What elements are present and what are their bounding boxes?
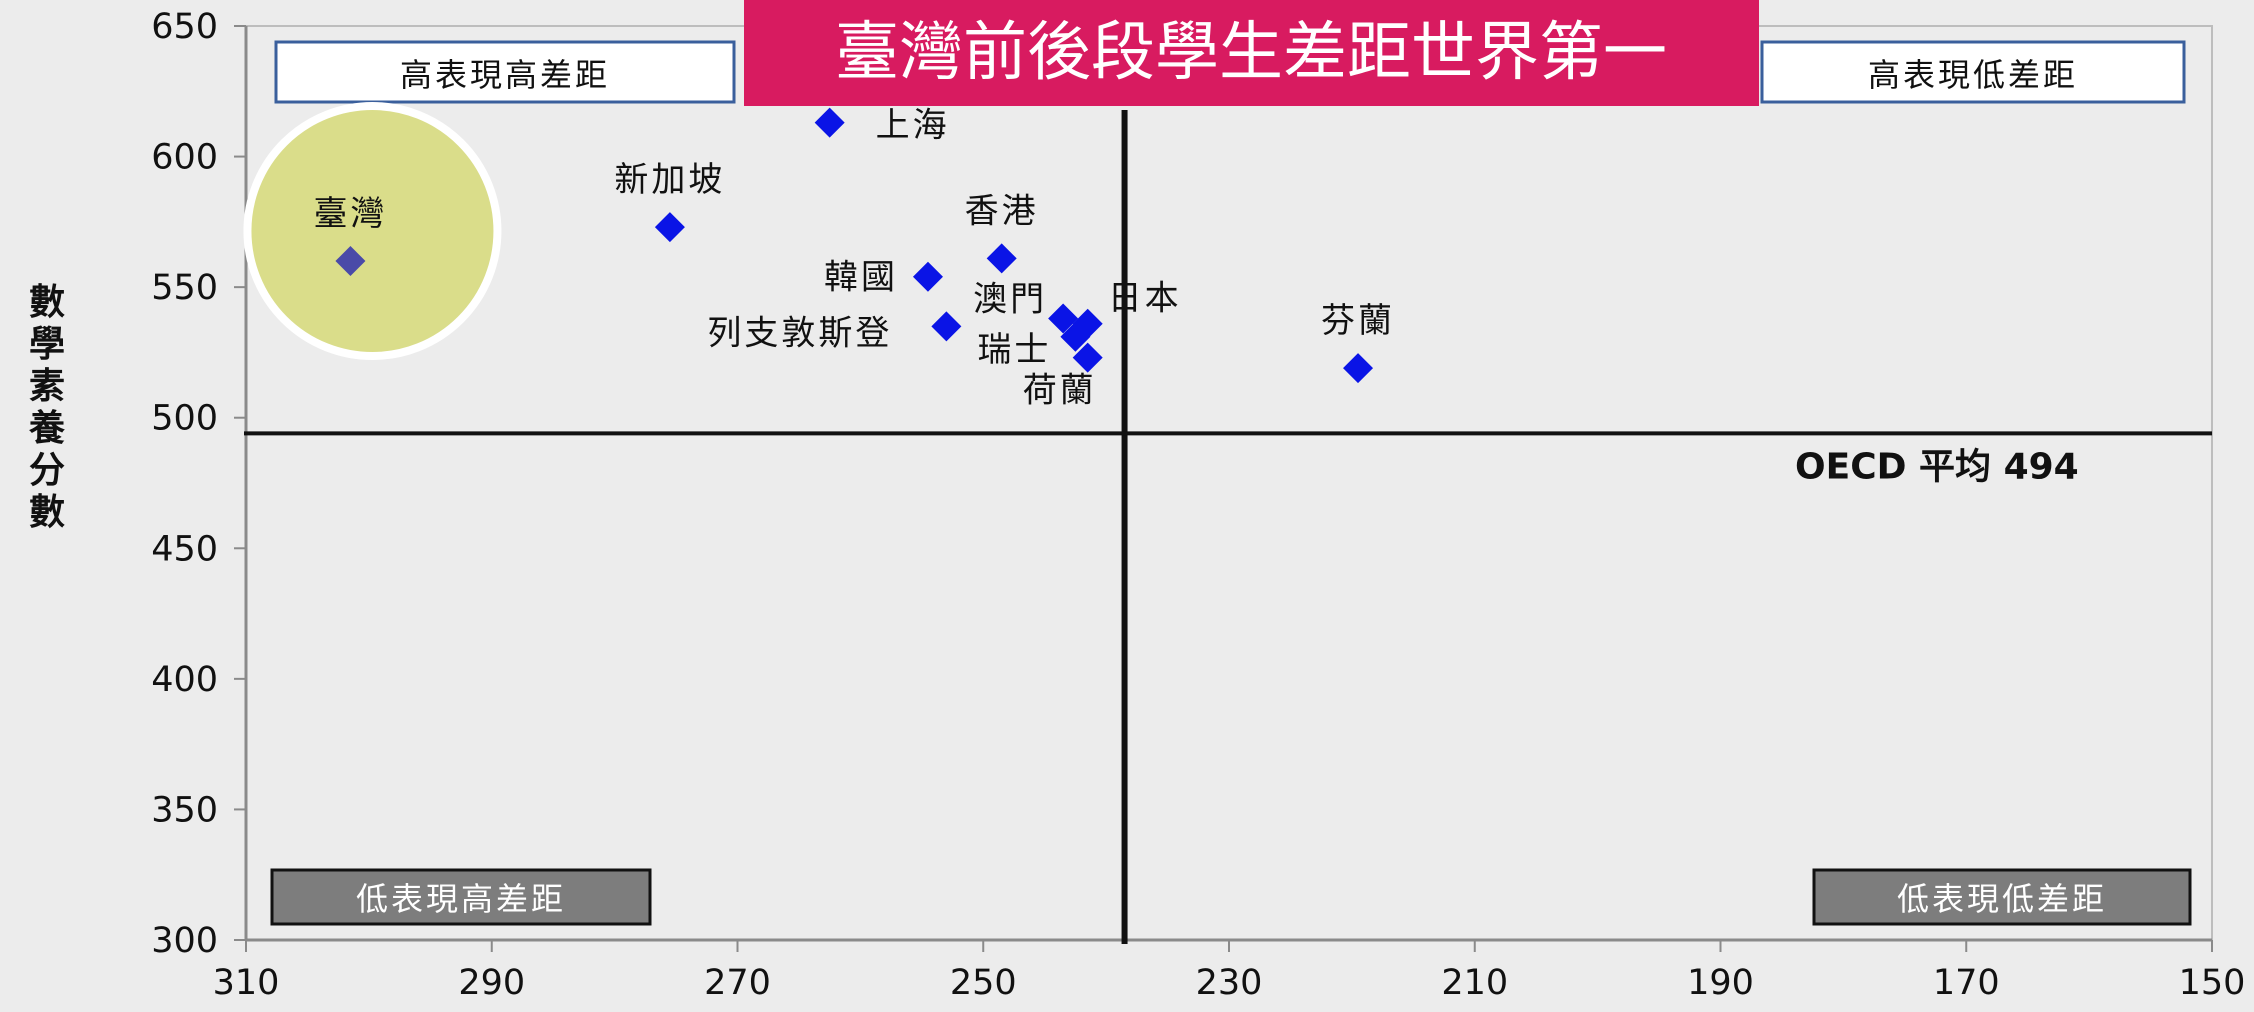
quadrant-box-bottom-left bbox=[270, 868, 652, 926]
quadrant-box-top-right bbox=[1760, 40, 2186, 104]
x-tick-label: 150 bbox=[2179, 963, 2246, 1003]
quadrant-label-high-performance-high-gap: 高表現高差距 bbox=[400, 56, 610, 94]
data-point-label: 韓國 bbox=[824, 258, 898, 298]
y-axis-label-char: 數 bbox=[29, 281, 71, 323]
data-point bbox=[1343, 353, 1374, 384]
x-tick-label: 210 bbox=[1441, 963, 1508, 1003]
x-tick-label: 270 bbox=[704, 963, 771, 1003]
y-axis-label-char: 素 bbox=[29, 365, 71, 407]
data-point-label: 列支敦斯登 bbox=[707, 313, 892, 353]
x-tick-label: 310 bbox=[213, 963, 280, 1003]
data-point bbox=[814, 107, 845, 138]
data-point bbox=[335, 246, 366, 277]
x-tick-label: 250 bbox=[950, 963, 1017, 1003]
data-point bbox=[986, 243, 1017, 274]
x-tick-label: 170 bbox=[1933, 963, 2000, 1003]
y-tick-label: 500 bbox=[151, 399, 218, 439]
data-point-label: 日本 bbox=[1108, 279, 1182, 319]
x-tick-label: 230 bbox=[1196, 963, 1263, 1003]
y-tick-label: 600 bbox=[151, 138, 218, 178]
data-point bbox=[1060, 321, 1091, 352]
x-tick-label: 190 bbox=[1687, 963, 1754, 1003]
data-point-label: 香港 bbox=[965, 191, 1039, 231]
y-axis-label-char: 學 bbox=[29, 323, 71, 365]
y-tick-label: 300 bbox=[151, 921, 218, 961]
data-point-label: 芬蘭 bbox=[1321, 301, 1395, 341]
data-point bbox=[912, 261, 943, 292]
data-point-label: 澳門 bbox=[973, 279, 1047, 319]
data-point bbox=[654, 212, 685, 243]
data-point-label: 臺灣 bbox=[313, 194, 387, 234]
y-tick-label: 350 bbox=[151, 790, 218, 830]
y-axis-label-char: 養 bbox=[29, 407, 71, 449]
oecd-average-label: OECD 平均 494 bbox=[1795, 446, 2079, 487]
title-banner bbox=[744, 0, 1759, 106]
x-tick-label: 290 bbox=[458, 963, 525, 1003]
y-tick-label: 550 bbox=[151, 268, 218, 308]
y-tick-label: 450 bbox=[151, 529, 218, 569]
y-tick-label: 650 bbox=[151, 7, 218, 47]
data-point-label: 上海 bbox=[876, 106, 950, 146]
data-point bbox=[1072, 342, 1103, 373]
data-point bbox=[1048, 303, 1079, 334]
data-point-label: 荷蘭 bbox=[1023, 371, 1097, 411]
quadrant-label-low-performance-low-gap: 低表現低差距 bbox=[1897, 880, 2107, 918]
y-tick-label: 400 bbox=[151, 660, 218, 700]
y-axis-label-char: 分 bbox=[29, 449, 71, 491]
y-axis-label-char: 數 bbox=[29, 491, 71, 533]
quadrant-label-low-performance-high-gap: 低表現高差距 bbox=[356, 880, 566, 918]
slide-title: 臺灣前後段學生差距世界第一 bbox=[835, 16, 1667, 90]
data-point-label: 瑞士 bbox=[977, 330, 1051, 370]
quadrant-box-top-left bbox=[274, 40, 736, 104]
taiwan-highlight-circle bbox=[243, 102, 502, 361]
quadrant-label-high-performance-low-gap: 高表現低差距 bbox=[1868, 56, 2078, 94]
quadrant-box-bottom-right bbox=[1812, 868, 2192, 926]
data-point bbox=[931, 311, 962, 342]
data-point-label: 新加坡 bbox=[614, 160, 725, 200]
